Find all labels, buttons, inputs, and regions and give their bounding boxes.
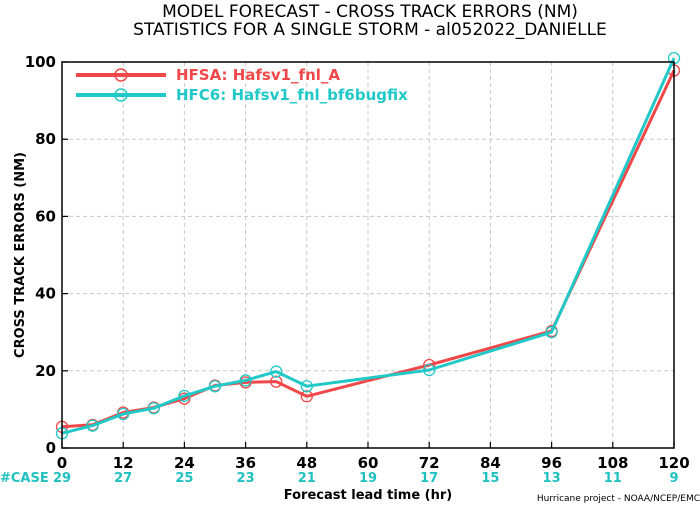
case-count-1: 27	[114, 471, 132, 486]
x-tick-label-7: 84	[480, 454, 501, 472]
series-1-point-9	[423, 363, 436, 377]
legend-label-0: HFSA: Hafsv1_fnl_A	[176, 66, 340, 84]
x-tick-label-0: 0	[57, 454, 67, 472]
x-tick-label-2: 24	[174, 454, 195, 472]
series-1-point-1	[86, 419, 99, 432]
case-count-10: 9	[669, 471, 678, 486]
case-count-0: 29	[53, 471, 71, 486]
case-count-9: 11	[604, 471, 622, 486]
y-tick-label-2: 40	[35, 285, 56, 303]
case-count-2: 25	[175, 471, 193, 486]
case-count-4: 21	[298, 471, 316, 486]
chart-title-line2: STATISTICS FOR A SINGLE STORM - al052022…	[133, 20, 607, 40]
y-axis-label: CROSS TRACK ERRORS (NM)	[13, 152, 28, 358]
y-tick-label-1: 20	[35, 362, 56, 380]
case-count-3: 23	[237, 471, 255, 486]
series-1-point-2	[117, 407, 130, 421]
case-count-8: 13	[543, 471, 561, 486]
case-count-5: 19	[359, 471, 377, 486]
y-tick-label-5: 100	[25, 53, 56, 71]
series-1-point-5	[208, 380, 222, 393]
legend-marker-0	[114, 68, 128, 82]
case-count-6: 17	[420, 471, 438, 486]
series-0-point-7	[270, 375, 283, 388]
x-tick-label-6: 72	[419, 454, 440, 472]
legend-label-1: HFC6: Hafsv1_fnl_bf6bugfix	[176, 86, 408, 104]
y-tick-label-4: 80	[35, 130, 56, 148]
x-tick-label-9: 108	[597, 454, 628, 472]
grid-lines	[61, 61, 675, 449]
series-1-point-10	[545, 326, 558, 339]
x-tick-label-1: 12	[113, 454, 134, 472]
case-label: #CASE	[0, 471, 49, 486]
chart-title-line1: MODEL FORECAST - CROSS TRACK ERRORS (NM)	[162, 2, 578, 22]
x-tick-label-10: 120	[658, 454, 689, 472]
series-1-point-7	[270, 365, 283, 378]
plot-frame	[61, 61, 675, 449]
x-tick-label-4: 48	[296, 454, 317, 472]
y-tick-labels: 0 20 40 60 80 100	[25, 53, 56, 457]
legend-marker-1	[114, 88, 128, 102]
y-tick-label-3: 60	[35, 207, 56, 225]
series-1-point-3	[147, 402, 160, 415]
x-tick-label-3: 36	[235, 454, 256, 472]
legend: HFSA: Hafsv1_fnl_A HFC6: Hafsv1_fnl_bf6bu…	[76, 66, 408, 104]
x-tick-label-5: 60	[358, 454, 379, 472]
case-counts: 29 27 25 23 21 19 17 15 13 11 9	[53, 471, 679, 486]
x-tick-labels: 0 12 24 36 48 60 72 84 96 108 120	[57, 454, 690, 472]
credit-text: Hurricane project - NOAA/NCEP/EMC	[537, 494, 700, 504]
series-0-point-8	[300, 390, 313, 403]
series-1-point-4	[178, 389, 191, 403]
x-axis-label: Forecast lead time (hr)	[284, 488, 452, 503]
series-1-point-8	[300, 380, 313, 393]
y-tick-label-0: 0	[46, 439, 56, 457]
x-tick-label-8: 96	[541, 454, 562, 472]
series-1-point-6	[239, 374, 252, 387]
case-count-7: 15	[481, 471, 499, 486]
